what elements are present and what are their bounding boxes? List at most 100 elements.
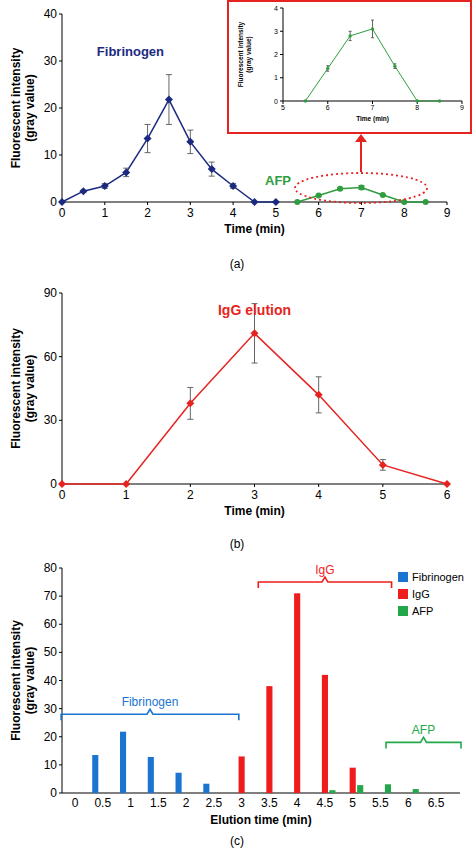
- y-axis-title: Fluorescent intensity(gray value): [237, 21, 253, 87]
- y-tick: [59, 708, 62, 709]
- error-bar: [349, 31, 352, 40]
- error-bar: [316, 377, 322, 413]
- x-tick: [382, 484, 383, 487]
- y-axis-title-line: Fluorescent intensity: [9, 328, 23, 449]
- y-tick-label: 0: [50, 195, 57, 209]
- bar: [357, 785, 363, 793]
- annotation: Fibrinogen: [122, 695, 179, 709]
- bar: [120, 732, 126, 793]
- y-tick: [59, 61, 62, 62]
- x-tick-label: 0: [59, 488, 66, 502]
- bar: [92, 755, 98, 793]
- bar: [239, 756, 245, 793]
- marker: [316, 192, 322, 198]
- bracket: [258, 577, 391, 588]
- marker: [423, 199, 429, 205]
- x-tick-label: 4: [294, 796, 301, 810]
- x-tick-label: 2.5: [206, 796, 223, 810]
- highlight-ellipse: [295, 173, 427, 203]
- x-tick-label: 1: [123, 488, 130, 502]
- error-bar: [145, 124, 151, 152]
- y-tick: [280, 54, 283, 55]
- x-tick-label: 5: [281, 104, 285, 111]
- marker: [294, 199, 300, 205]
- line-chart: 01234Fluorescent intensity(gray value)56…: [228, 1, 471, 133]
- marker: [348, 34, 351, 37]
- marker: [315, 391, 323, 399]
- y-tick-label: 60: [44, 617, 58, 631]
- y-tick-label: 2: [274, 51, 278, 58]
- y-tick: [59, 624, 62, 625]
- y-axis-title: Fluorescent intensity(gray value): [9, 328, 37, 449]
- x-tick-label: 6: [444, 488, 451, 502]
- y-tick-label: 4: [274, 5, 278, 12]
- y-tick-label: 60: [44, 350, 58, 364]
- marker: [122, 168, 130, 176]
- y-tick-label: 0: [274, 98, 278, 105]
- annotation: Fibrinogen: [97, 44, 164, 59]
- x-tick-label: 0: [72, 796, 79, 810]
- arrow-head: [355, 134, 367, 142]
- x-axis-title: Elution time (min): [210, 813, 311, 827]
- error-bar: [209, 162, 215, 176]
- marker: [304, 99, 307, 102]
- inset-frame: [228, 1, 471, 133]
- x-tick-label: 4.5: [317, 796, 334, 810]
- bracket: [61, 709, 239, 720]
- x-tick-label: 5: [349, 796, 356, 810]
- plot-data: [58, 304, 451, 488]
- y-axis-title-line: (gray value): [23, 647, 37, 714]
- error-bar: [187, 130, 193, 154]
- y-tick: [59, 568, 62, 569]
- x-tick: [147, 202, 148, 205]
- caption: (a): [230, 257, 245, 271]
- y-tick: [280, 77, 283, 78]
- error-bar: [166, 75, 172, 125]
- x-tick: [233, 202, 234, 205]
- error-bar: [187, 387, 193, 419]
- y-tick-label: 30: [44, 702, 58, 716]
- y-tick-label: 80: [44, 561, 58, 575]
- y-tick: [280, 31, 283, 32]
- annotation: IgG elution: [218, 302, 291, 318]
- y-axis-title-line: (gray value): [245, 36, 253, 73]
- x-tick-label: 6: [315, 206, 322, 220]
- y-axis-title-line: (gray value): [23, 74, 37, 141]
- marker: [337, 186, 343, 192]
- annotation: AFP: [412, 723, 435, 737]
- marker: [251, 198, 259, 206]
- x-tick-label: 9: [444, 206, 451, 220]
- x-tick-label: 3.5: [261, 796, 278, 810]
- x-tick-label: 6: [326, 104, 330, 111]
- y-tick-label: 30: [44, 54, 58, 68]
- bar-chart: 01020304050607080Fluorescent intensity(g…: [9, 561, 464, 848]
- error-bar: [380, 460, 386, 471]
- marker: [186, 138, 194, 146]
- y-axis-title-line: Fluorescent intensity: [9, 620, 23, 741]
- y-tick-label: 40: [44, 674, 58, 688]
- marker: [326, 67, 329, 70]
- y-axis-title-line: (gray value): [23, 355, 37, 422]
- inset-callout: [295, 134, 427, 203]
- y-tick: [59, 293, 62, 294]
- x-tick-label: 8: [401, 206, 408, 220]
- caption: (b): [230, 537, 245, 551]
- marker: [229, 182, 237, 190]
- marker: [443, 480, 451, 488]
- error-bar: [123, 168, 129, 176]
- x-tick-label: 5: [273, 206, 280, 220]
- y-tick-label: 40: [44, 7, 58, 21]
- legend-swatch: [398, 572, 408, 582]
- x-tick-label: 3: [187, 206, 194, 220]
- marker: [58, 198, 66, 206]
- y-tick-label: 90: [44, 286, 58, 300]
- plot-data: [92, 593, 419, 793]
- x-tick-label: 3: [251, 488, 258, 502]
- y-axis-title-line: Fluorescent intensity: [9, 47, 23, 168]
- figure: 010203040Fluorescent intensity(gray valu…: [0, 0, 474, 852]
- x-tick-label: 5.5: [372, 796, 389, 810]
- y-axis-title: Fluorescent intensity(gray value): [9, 620, 37, 741]
- y-tick: [280, 8, 283, 9]
- marker: [144, 135, 152, 143]
- y-tick: [59, 14, 62, 15]
